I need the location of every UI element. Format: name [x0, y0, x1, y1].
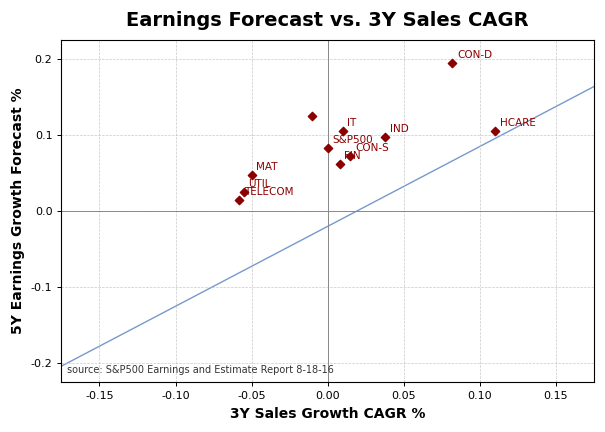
Text: TELECOM: TELECOM — [244, 187, 293, 197]
Text: source: S&P500 Earnings and Estimate Report 8-18-16: source: S&P500 Earnings and Estimate Rep… — [67, 365, 333, 375]
Point — [235, 196, 244, 203]
Text: CON-D: CON-D — [457, 50, 492, 60]
X-axis label: 3Y Sales Growth CAGR %: 3Y Sales Growth CAGR % — [230, 407, 425, 421]
Text: MAT: MAT — [256, 162, 278, 172]
Point — [335, 161, 345, 168]
Text: UTIL: UTIL — [249, 179, 271, 189]
Point — [345, 153, 355, 160]
Text: FIN: FIN — [344, 151, 361, 161]
Point — [307, 113, 317, 120]
Point — [381, 133, 390, 140]
Text: CON-S: CON-S — [355, 143, 389, 153]
Point — [448, 59, 457, 66]
Text: IT: IT — [347, 118, 357, 128]
Text: HCARE: HCARE — [500, 118, 535, 128]
Point — [490, 128, 500, 135]
Y-axis label: 5Y Earnings Growth Forecast %: 5Y Earnings Growth Forecast % — [11, 88, 25, 334]
Title: Earnings Forecast vs. 3Y Sales CAGR: Earnings Forecast vs. 3Y Sales CAGR — [126, 11, 529, 30]
Point — [247, 172, 257, 179]
Point — [239, 189, 249, 196]
Text: S&P500: S&P500 — [332, 135, 373, 145]
Text: IND: IND — [390, 124, 409, 133]
Point — [323, 145, 333, 152]
Point — [338, 128, 348, 135]
